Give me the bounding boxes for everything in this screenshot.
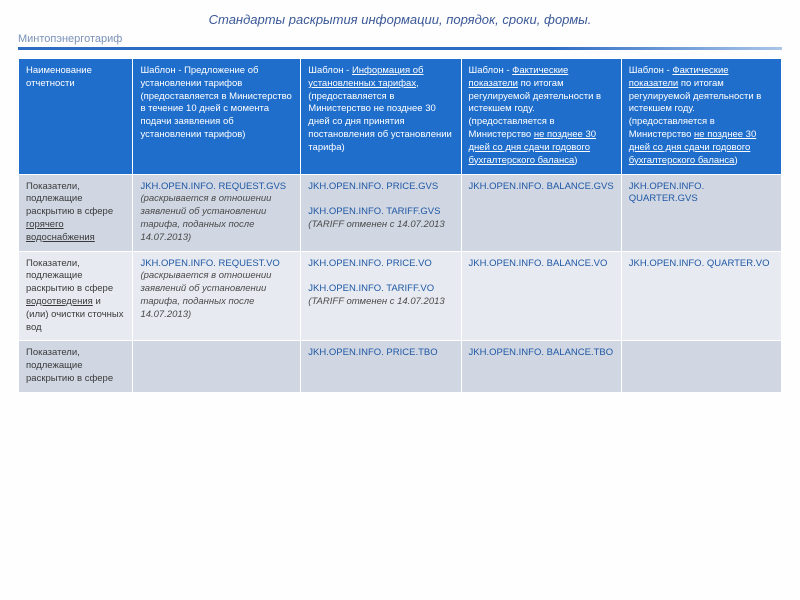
page-title: Стандарты раскрытия информации, порядок,… [0, 0, 800, 33]
cell-quarter [621, 341, 781, 392]
cell-request: JKH.OPEN.INFO. REQUEST.GVS (раскрывается… [133, 174, 301, 251]
table-row: Показатели, подлежащие раскрытию в сфере… [19, 341, 782, 392]
row-label: Показатели, подлежащие раскрытию в сфере… [19, 251, 133, 341]
cell-balance: JKH.OPEN.INFO. BALANCE.TBO [461, 341, 621, 392]
cell-request [133, 341, 301, 392]
table-header-row: Наименование отчетности Шаблон - Предлож… [19, 59, 782, 175]
divider [18, 47, 782, 50]
cell-price: JKH.OPEN.INFO. PRICE.VOJKH.OPEN.INFO. TA… [301, 251, 461, 341]
cell-quarter: JKH.OPEN.INFO. QUARTER.VO [621, 251, 781, 341]
row-label: Показатели, подлежащие раскрытию в сфере… [19, 174, 133, 251]
row-label: Показатели, подлежащие раскрытию в сфере [19, 341, 133, 392]
cell-quarter: JKH.OPEN.INFO. QUARTER.GVS [621, 174, 781, 251]
header-template-3: Шаблон - Фактические показатели по итога… [461, 59, 621, 175]
header-name: Наименование отчетности [19, 59, 133, 175]
cell-price: JKH.OPEN.INFO. PRICE.TBO [301, 341, 461, 392]
table-row: Показатели, подлежащие раскрытию в сфере… [19, 174, 782, 251]
table-row: Показатели, подлежащие раскрытию в сфере… [19, 251, 782, 341]
cell-balance: JKH.OPEN.INFO. BALANCE.VO [461, 251, 621, 341]
cell-balance: JKH.OPEN.INFO. BALANCE.GVS [461, 174, 621, 251]
standards-table: Наименование отчетности Шаблон - Предлож… [18, 58, 782, 393]
subtitle: Минтопэнерготариф [18, 33, 782, 45]
cell-price: JKH.OPEN.INFO. PRICE.GVSJKH.OPEN.INFO. T… [301, 174, 461, 251]
cell-request: JKH.OPEN.INFO. REQUEST.VO (раскрывается … [133, 251, 301, 341]
header-template-1: Шаблон - Предложение об установлении тар… [133, 59, 301, 175]
header-template-4: Шаблон - Фактические показатели по итога… [621, 59, 781, 175]
header-template-2: Шаблон - Информация об установленных тар… [301, 59, 461, 175]
subtitle-bar: Минтопэнерготариф [18, 33, 782, 50]
